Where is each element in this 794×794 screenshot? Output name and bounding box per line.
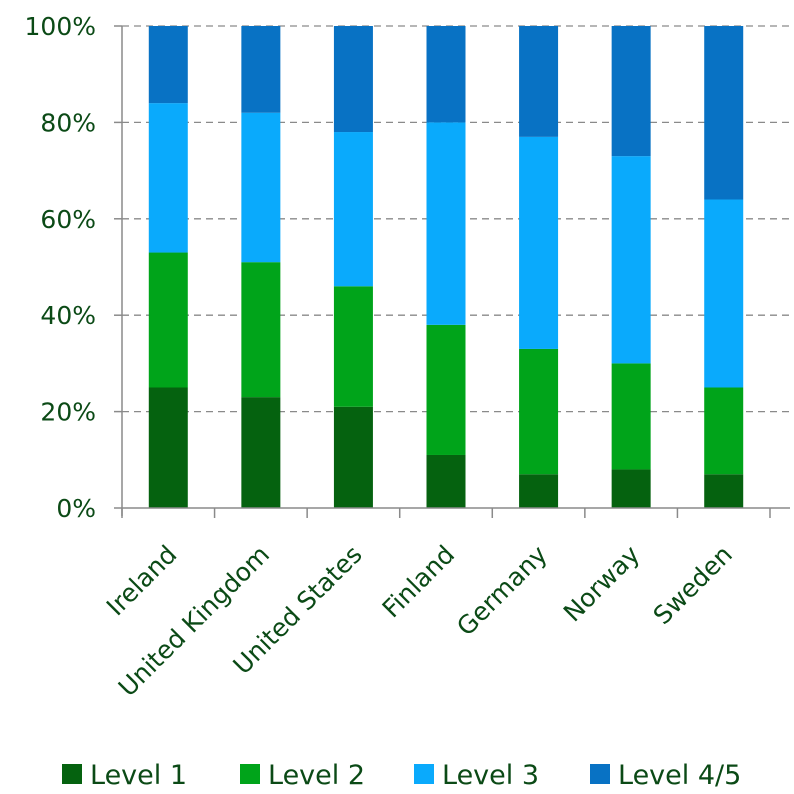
x-category-label: Ireland	[101, 540, 183, 622]
bar-segment	[148, 26, 188, 104]
y-tick-label: 20%	[40, 398, 96, 427]
legend: Level 1 Level 2 Level 3 Level 4/5	[62, 760, 741, 791]
bar-segment	[611, 26, 651, 157]
bar-segment	[704, 26, 744, 200]
y-tick-label: 0%	[56, 494, 96, 523]
gridlines	[122, 25, 790, 413]
bar-segment	[333, 406, 373, 508]
bar-segment	[519, 136, 559, 349]
bar-segment	[704, 387, 744, 475]
bar-segment	[519, 474, 559, 508]
bar-segment	[333, 132, 373, 287]
bar-segment	[241, 112, 281, 263]
bar-segment	[333, 286, 373, 407]
y-axis-ticks: 0% 20% 40% 60% 80% 100%	[25, 12, 96, 523]
bar-segment	[704, 199, 744, 388]
bar-segment	[333, 26, 373, 133]
bar-segment	[148, 252, 188, 388]
bar-segment	[241, 26, 281, 113]
legend-label: Level 4/5	[618, 760, 741, 791]
bar-segment	[704, 474, 744, 508]
x-category-label: Finland	[377, 540, 461, 624]
bar-segment	[148, 387, 188, 508]
y-tick-label: 40%	[40, 301, 96, 330]
bars	[148, 26, 744, 508]
legend-label: Level 2	[268, 760, 365, 791]
bar-segment	[426, 454, 466, 508]
x-category-label: Norway	[558, 540, 646, 628]
bar-segment	[241, 397, 281, 508]
y-tick-label: 60%	[40, 205, 96, 234]
legend-swatch	[240, 764, 260, 784]
bar-segment	[611, 156, 651, 364]
bar-segment	[611, 469, 651, 508]
y-tick-label: 80%	[40, 108, 96, 137]
legend-label: Level 1	[90, 760, 187, 791]
x-category-label: Sweden	[648, 540, 738, 630]
axes	[114, 25, 790, 518]
y-tick-label: 100%	[25, 12, 96, 41]
legend-swatch	[62, 764, 82, 784]
bar-segment	[148, 103, 188, 253]
bar-segment	[426, 324, 466, 455]
bar-segment	[519, 26, 559, 137]
legend-label: Level 3	[442, 760, 539, 791]
bar-segment	[426, 26, 466, 123]
bar-segment	[519, 348, 559, 475]
bar-segment	[611, 363, 651, 470]
legend-swatch	[414, 764, 434, 784]
legend-swatch	[590, 764, 610, 784]
x-category-label: Germany	[451, 540, 553, 642]
bar-segment	[241, 262, 281, 398]
bar-segment	[426, 122, 466, 325]
